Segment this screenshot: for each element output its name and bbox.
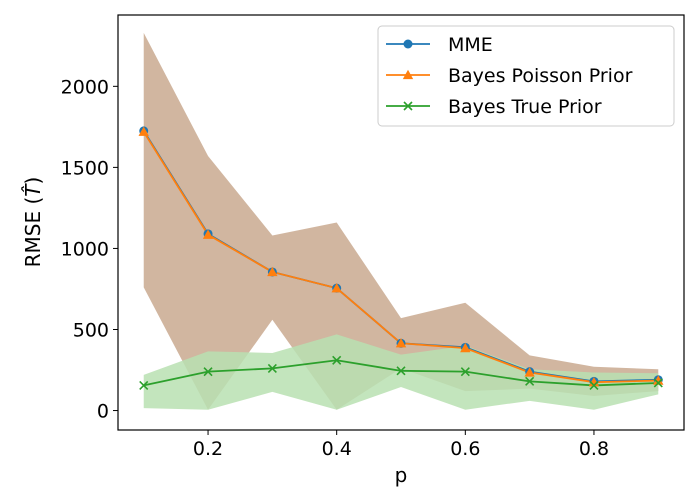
y-tick-label: 1500 <box>61 157 109 179</box>
legend-label-bayes-poisson-prior: Bayes Poisson Prior <box>448 65 633 87</box>
marker-bayes-poisson-prior <box>395 338 407 348</box>
confidence-bands <box>143 32 659 410</box>
x-tick-label: 0.4 <box>322 438 352 460</box>
marker-bayes-poisson-prior <box>267 266 278 277</box>
band-bayes-true-prior <box>143 334 659 410</box>
x-axis-label: p <box>395 463 408 487</box>
marker-bayes-true-prior <box>460 367 470 377</box>
marker-bayes-true-prior <box>653 378 663 388</box>
legend-label-bayes-true-prior: Bayes True Prior <box>448 96 602 118</box>
x-tick-label: 0.8 <box>579 438 609 460</box>
y-tick-label: 1000 <box>61 238 109 260</box>
marker-bayes-poisson-prior <box>460 342 471 353</box>
legend-label-mme: MME <box>448 34 493 56</box>
marker-bayes-true-prior <box>267 363 277 373</box>
band-bayes-poisson-prior <box>143 32 659 410</box>
x-tick-label: 0.6 <box>450 438 480 460</box>
y-tick-label: 500 <box>73 319 109 341</box>
marker-bayes-poisson-prior <box>138 126 149 136</box>
marker-bayes-true-prior <box>525 376 535 386</box>
y-axis-ticks: 0 500 1000 1500 2000 <box>61 76 118 423</box>
marker-bayes-true-prior <box>332 355 342 365</box>
marker-bayes-poisson-prior <box>588 376 600 387</box>
marker-bayes-true-prior <box>203 367 213 377</box>
plot-frame <box>117 14 685 431</box>
legend-box <box>377 25 675 127</box>
marker-bayes-poisson-prior <box>653 375 664 385</box>
series-markers <box>138 126 664 390</box>
y-tick-label: 2000 <box>61 76 109 98</box>
y-axis-label: RMSE (T̂) <box>21 177 45 268</box>
marker-bayes-true-prior <box>139 380 149 390</box>
legend-marker-bayes-poisson-prior <box>402 69 414 80</box>
x-axis-ticks: 0.2 0.4 0.6 0.8 <box>193 430 609 460</box>
legend: MME Bayes Poisson Prior Bayes True Prior <box>377 25 675 127</box>
marker-bayes-poisson-prior <box>331 282 342 293</box>
legend-marker-bayes-true-prior <box>403 101 413 111</box>
y-tick-label: 0 <box>97 401 109 423</box>
marker-bayes-poisson-prior <box>524 367 535 377</box>
marker-bayes-true-prior <box>589 380 599 390</box>
x-tick-label: 0.2 <box>193 438 223 460</box>
legend-marker-mme <box>403 39 413 49</box>
marker-bayes-poisson-prior <box>202 229 214 239</box>
marker-bayes-true-prior <box>396 366 406 376</box>
